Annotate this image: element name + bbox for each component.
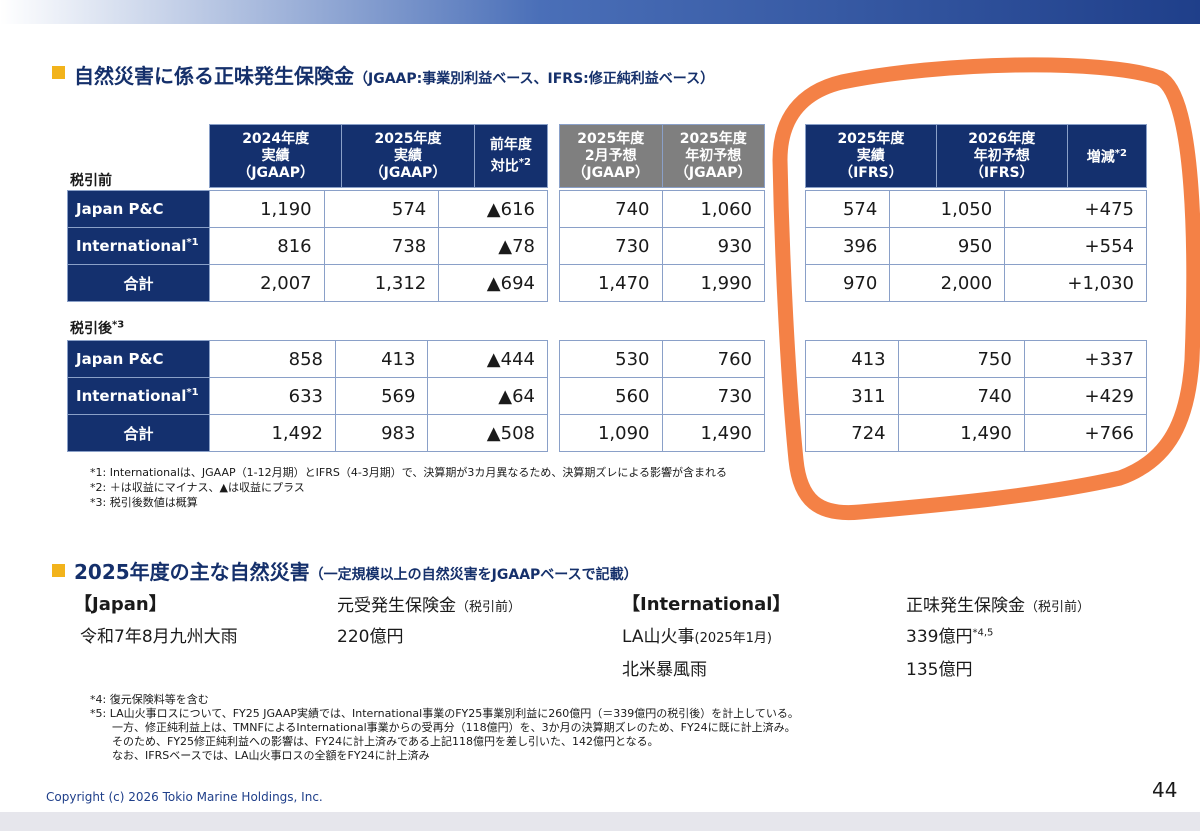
table-cell: 740 [897, 377, 1025, 415]
table-cell: 1,090 [559, 414, 663, 452]
table-cell: 983 [334, 414, 429, 452]
table-cell: 413 [805, 340, 899, 378]
row-header: 合計 [67, 264, 210, 302]
section2-title: 2025年度の主な自然災害 [74, 560, 310, 584]
highlight-stroke [772, 57, 1200, 521]
table-cell: 730 [559, 227, 663, 265]
group-c-pretax-table: 574 1,050 +475 396 950 +554 970 2,000 +1,030 [804, 190, 1147, 302]
table-cell: 2,000 [889, 264, 1006, 302]
table-cell: 930 [661, 227, 765, 265]
footnote-4: *4: 復元保険料等を含む [90, 693, 209, 706]
top-gradient-bar [0, 0, 1200, 24]
row-header: 合計 [67, 414, 210, 452]
group-c-posttax-table: 413 750 +337 311 740 +429 724 1,490 +766 [805, 340, 1148, 452]
footnote-5-line3: そのため、FY25修正純利益への影響は、FY24に計上済みである上記118億円を… [112, 735, 659, 748]
footnote-2: *2: ＋は収益にマイナス、▲は収益にプラス [90, 481, 305, 494]
table-cell: 970 [804, 264, 891, 302]
footnotes-2: *4: 復元保険料等を含む *5: LA山火事ロスについて、FY25 JGAAP… [90, 693, 799, 763]
column-header: 2024年度 実績 （JGAAP） [208, 124, 343, 188]
table-cell: 1,050 [889, 190, 1006, 228]
section2-heading: 2025年度の主な自然災害（一定規模以上の自然災害をJGAAPベースで記載） [74, 556, 638, 585]
table-cell: ▲616 [438, 190, 548, 228]
intl-amount-2: 135億円 [906, 660, 973, 680]
table-cell: ▲444 [427, 340, 548, 378]
intl-header: 【International】 [622, 594, 791, 615]
page-number: 44 [1152, 778, 1178, 802]
table-cell: 760 [661, 340, 765, 378]
section1-heading: 自然災害に係る正味発生保険金（JGAAP:事業別利益ベース、IFRS:修正純利益… [74, 60, 714, 89]
row-header: Japan P&C [67, 190, 210, 228]
section2-subtitle: （一定規模以上の自然災害をJGAAPベースで記載） [309, 567, 638, 583]
footnote-5: *5: LA山火事ロスについて、FY25 JGAAP実績では、Internati… [90, 707, 799, 720]
group-a-posttax-table: 858 413 ▲444 633 569 ▲64 1,492 983 ▲508 [209, 340, 548, 452]
table-cell: 1,060 [661, 190, 765, 228]
bullet-square [52, 66, 65, 79]
table-cell: 1,490 [661, 414, 765, 452]
table-cell: +1,030 [1004, 264, 1147, 302]
table-cell: 1,492 [209, 414, 336, 452]
table-cell: +766 [1023, 414, 1148, 452]
group-c-header: 2025年度 実績 （IFRS） 2026年度 年初予想 （IFRS） 増減*2 [805, 124, 1148, 188]
footnote-5-line4: なお、IFRSベースでは、LA山火事ロスの全額をFY24に計上済み [112, 749, 430, 762]
table-cell: +429 [1023, 377, 1148, 415]
footnote-5-line2: 一方、修正純利益上は、TMNFによるInternational事業からの受再分（… [112, 721, 796, 734]
table-cell: 1,312 [323, 264, 440, 302]
intl-event-1: LA山火事(2025年1月) [622, 627, 772, 647]
column-header: 2025年度 年初予想 （JGAAP） [661, 124, 765, 188]
column-header: 2026年度 年初予想 （IFRS） [935, 124, 1068, 188]
column-header: 2025年度 実績 （IFRS） [805, 124, 937, 188]
table-cell: 311 [805, 377, 899, 415]
table-cell: 1,490 [897, 414, 1025, 452]
japan-event: 令和7年8月九州大雨 [80, 627, 238, 647]
table-cell: ▲508 [427, 414, 548, 452]
footnotes-1: *1: Internationalは、JGAAP（1-12月期）とIFRS（4-… [90, 465, 727, 510]
japan-col-label: 元受発生保険金（税引前） [337, 596, 522, 616]
column-header: 増減*2 [1066, 124, 1148, 188]
posttax-label: 税引後*3 [70, 319, 125, 337]
row-header: Japan P&C [67, 340, 210, 378]
table-cell: 740 [559, 190, 663, 228]
table-cell: +337 [1023, 340, 1148, 378]
group-a-pretax-table: 1,190 574 ▲616 816 738 ▲78 2,007 1,312 ▲694 [209, 190, 548, 302]
footnote-3: *3: 税引後数値は概算 [90, 496, 198, 509]
table-cell: 724 [805, 414, 899, 452]
table-cell: 574 [323, 190, 440, 228]
group-b-posttax-table: 530 760 560 730 1,090 1,490 [559, 340, 765, 452]
table-cell: 1,190 [209, 190, 325, 228]
table-cell: 396 [804, 227, 891, 265]
footnote-1: *1: Internationalは、JGAAP（1-12月期）とIFRS（4-… [90, 466, 728, 479]
table-cell: +554 [1004, 227, 1147, 265]
intl-event-2: 北米暴風雨 [622, 660, 707, 680]
table-cell: 413 [334, 340, 429, 378]
row-headers-posttax: Japan P&C International*1 合計 [67, 340, 210, 452]
row-header: International*1 [67, 227, 210, 265]
row-headers-pretax: Japan P&C International*1 合計 [67, 190, 210, 302]
table-cell: ▲64 [427, 377, 548, 415]
table-cell: 816 [209, 227, 325, 265]
intl-amount-1: 339億円*4,5 [906, 627, 994, 647]
table-cell: 1,990 [661, 264, 765, 302]
table-cell: 730 [661, 377, 765, 415]
bottom-bar [0, 812, 1200, 831]
table-cell: 2,007 [209, 264, 325, 302]
row-header: International*1 [67, 377, 210, 415]
section1-title: 自然災害に係る正味発生保険金 [74, 64, 354, 88]
group-b-pretax-table: 740 1,060 730 930 1,470 1,990 [559, 190, 765, 302]
section1-subtitle: （JGAAP:事業別利益ベース、IFRS:修正純利益ベース） [354, 71, 715, 87]
column-header: 前年度 対比*2 [473, 124, 549, 188]
table-cell: 560 [559, 377, 663, 415]
bullet-square [52, 564, 65, 577]
group-b-header: 2025年度 2月予想 （JGAAP） 2025年度 年初予想 （JGAAP） [559, 124, 765, 188]
table-cell: ▲694 [438, 264, 548, 302]
japan-header: 【Japan】 [74, 594, 167, 615]
table-cell: 738 [323, 227, 440, 265]
intl-col-label: 正味発生保険金（税引前） [906, 596, 1091, 616]
japan-amount: 220億円 [337, 627, 404, 647]
table-cell: ▲78 [438, 227, 548, 265]
group-a-header: 2024年度 実績 （JGAAP） 2025年度 実績 （JGAAP） 前年度 対比*2 [208, 124, 549, 188]
table-cell: 1,470 [559, 264, 663, 302]
pretax-label: 税引前 [70, 173, 112, 189]
copyright: Copyright (c) 2026 Tokio Marine Holdings… [46, 790, 323, 804]
